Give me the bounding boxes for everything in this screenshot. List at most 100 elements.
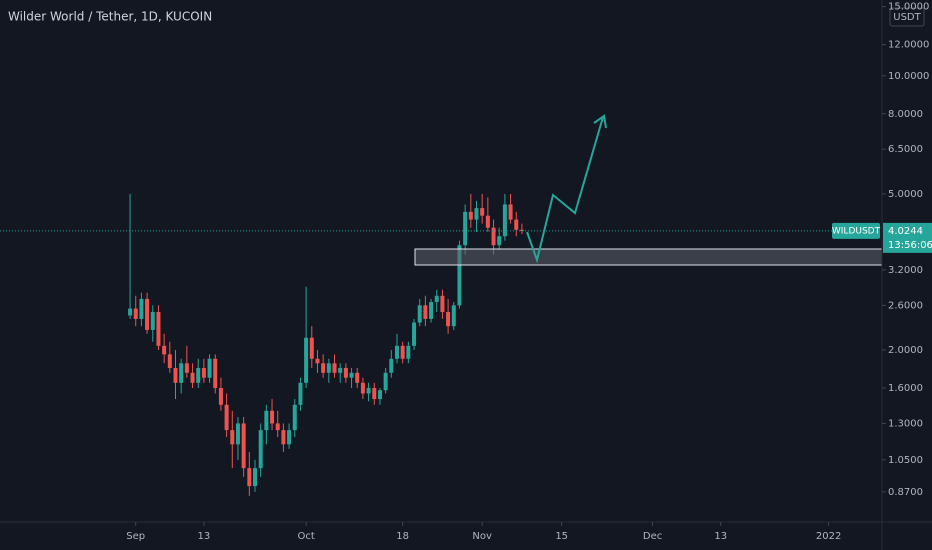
zone-drawing (414, 248, 883, 266)
candle-body (184, 363, 189, 373)
candle-body (429, 302, 434, 319)
candle-body (440, 295, 445, 313)
candle-body (417, 305, 422, 323)
x-tick-label: Oct (297, 531, 314, 542)
candle-body (224, 404, 229, 431)
candle-body (281, 430, 286, 445)
x-tick-label: 2022 (816, 531, 841, 542)
y-tick-label: 6.5000 (888, 144, 923, 155)
candle-body (406, 345, 411, 359)
candle-body (383, 372, 388, 391)
candle-body (321, 363, 326, 373)
candle-body (218, 388, 223, 405)
y-tick-label: 0.8700 (888, 487, 923, 498)
candle-body (332, 363, 337, 373)
symbol-box (832, 222, 880, 239)
candle-body (372, 388, 377, 400)
candle-body (190, 372, 195, 383)
candle-body (434, 295, 439, 303)
last-price-label: 4.0244 (888, 226, 923, 237)
plot-area (128, 193, 524, 496)
candle-body (315, 358, 320, 364)
x-tick-label: 15 (555, 531, 568, 542)
x-tick-label: Sep (126, 531, 145, 542)
x-tick-label: 13 (714, 531, 727, 542)
price-box (883, 222, 932, 253)
countdown-label: 13:56:06 (888, 240, 932, 251)
candle-body (292, 404, 297, 431)
y-tick-label: 3.2000 (888, 265, 923, 276)
candle-body (179, 363, 184, 383)
y-tick-label: 8.0000 (888, 109, 923, 120)
candle-body (162, 345, 167, 355)
candle-body (196, 367, 201, 383)
candle-body (514, 219, 519, 230)
candle-body (213, 358, 218, 389)
candle-body (423, 305, 428, 319)
candle-body (270, 410, 275, 424)
candle-body (468, 211, 473, 220)
candle-body (474, 208, 479, 220)
candle-body (519, 229, 524, 231)
candle-body (389, 358, 394, 373)
candle-body (258, 430, 263, 469)
candle-body (133, 308, 138, 319)
candle-body (128, 308, 133, 316)
x-tick-label: 13 (198, 531, 211, 542)
candle-body (463, 211, 468, 246)
candle-body (241, 423, 246, 469)
candle-body (230, 430, 235, 445)
candle-body (457, 245, 462, 306)
candle-body (400, 345, 405, 359)
candle-body (309, 337, 314, 359)
candle-body (338, 367, 343, 373)
y-tick-label: 2.6000 (888, 300, 923, 311)
candle-body (508, 204, 513, 220)
candle-body (275, 423, 280, 431)
candle-body (207, 358, 212, 378)
candle-body (139, 298, 144, 319)
y-tick-label: 2.0000 (888, 345, 923, 356)
candle-body (491, 227, 496, 246)
y-tick-label: 1.3000 (888, 418, 923, 429)
x-tick-label: Dec (643, 531, 662, 542)
candle-body (298, 382, 303, 405)
candle-body (156, 312, 161, 346)
chart-title: Wilder World / Tether, 1D, KUCOIN (8, 10, 212, 24)
candle-body (173, 367, 178, 383)
candle-body (480, 208, 485, 216)
candle-body (377, 390, 382, 400)
y-tick-label: 12.0000 (888, 40, 929, 51)
candle-body (394, 345, 399, 359)
candle-body (349, 372, 354, 378)
candle-body (253, 468, 258, 487)
y-tick-label: 15.0000 (888, 2, 929, 13)
y-tick-label: 1.0500 (888, 455, 923, 466)
candle-body (287, 430, 292, 445)
candle-body (451, 305, 456, 327)
arrow-head (593, 114, 607, 129)
candle-body (201, 367, 206, 378)
candle-body (485, 215, 490, 228)
candle-body (145, 298, 150, 330)
candle-body (343, 367, 348, 378)
currency-box[interactable] (889, 7, 925, 27)
currency-label[interactable]: USDT (893, 12, 921, 23)
candle-body (360, 382, 365, 394)
candle-body (446, 312, 451, 327)
arrow-drawing (526, 116, 604, 264)
symbol-label: WILDUSDT (832, 226, 881, 236)
candle-body (502, 204, 507, 237)
x-tick-label: 18 (396, 531, 409, 542)
candle-body (366, 388, 371, 394)
candle-body (326, 363, 331, 373)
y-tick-label: 1.6000 (888, 383, 923, 394)
candle-body (167, 354, 172, 368)
candle-body (412, 322, 417, 346)
candle-body (355, 372, 360, 383)
candle-body (150, 312, 155, 330)
candle-body (235, 423, 240, 445)
candle-body (304, 337, 309, 383)
